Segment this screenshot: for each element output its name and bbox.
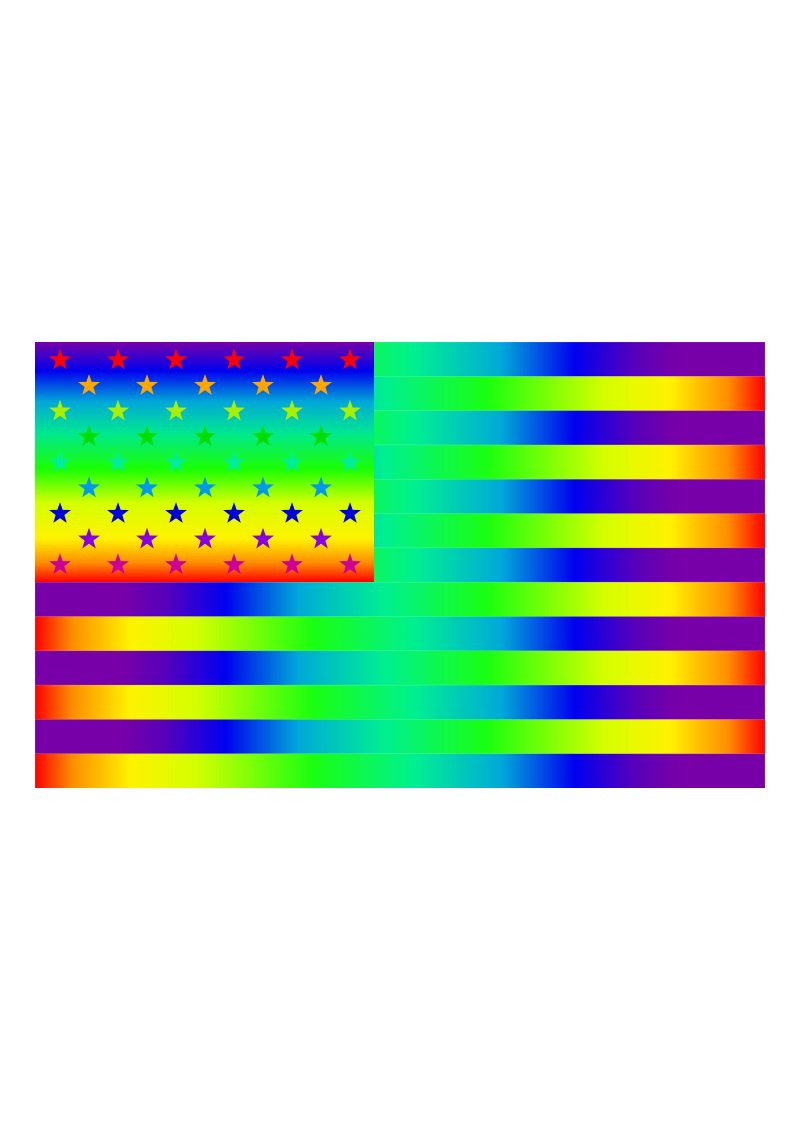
star [136,374,158,395]
star [194,476,216,498]
star [339,450,361,472]
star [107,399,129,421]
star [310,527,332,549]
rainbow-us-flag [35,342,765,788]
star [194,425,216,447]
star [78,527,100,549]
star [252,374,274,395]
star [281,348,303,370]
star [339,399,361,421]
star [223,450,245,472]
star [339,553,361,575]
star [165,399,187,421]
star [310,425,332,447]
stripe-10 [35,650,765,686]
star [78,476,100,498]
star [223,553,245,575]
star [165,502,187,523]
star [252,476,274,498]
stripe-13 [35,753,765,788]
star [310,374,332,395]
star [107,348,129,370]
star [310,476,332,498]
stripe-11 [35,684,765,721]
star [339,502,361,523]
star [136,425,158,447]
star [252,527,274,549]
stripe-9 [35,616,765,652]
star [49,553,71,575]
star [49,450,71,472]
stripe-12 [35,719,765,755]
star [49,348,71,370]
star [281,502,303,523]
star [339,348,361,370]
stripe-8 [35,581,765,618]
star [165,553,187,575]
star [49,502,71,523]
star [223,348,245,370]
star [281,450,303,472]
stars [49,348,361,575]
star [136,476,158,498]
star [165,348,187,370]
star [223,399,245,421]
star [281,399,303,421]
star [107,553,129,575]
star [281,553,303,575]
star [49,399,71,421]
star [78,425,100,447]
star [194,374,216,395]
star [194,527,216,549]
star [223,502,245,523]
star [165,450,187,472]
star [136,527,158,549]
star [252,425,274,447]
star [107,450,129,472]
star [107,502,129,523]
star [78,374,100,395]
